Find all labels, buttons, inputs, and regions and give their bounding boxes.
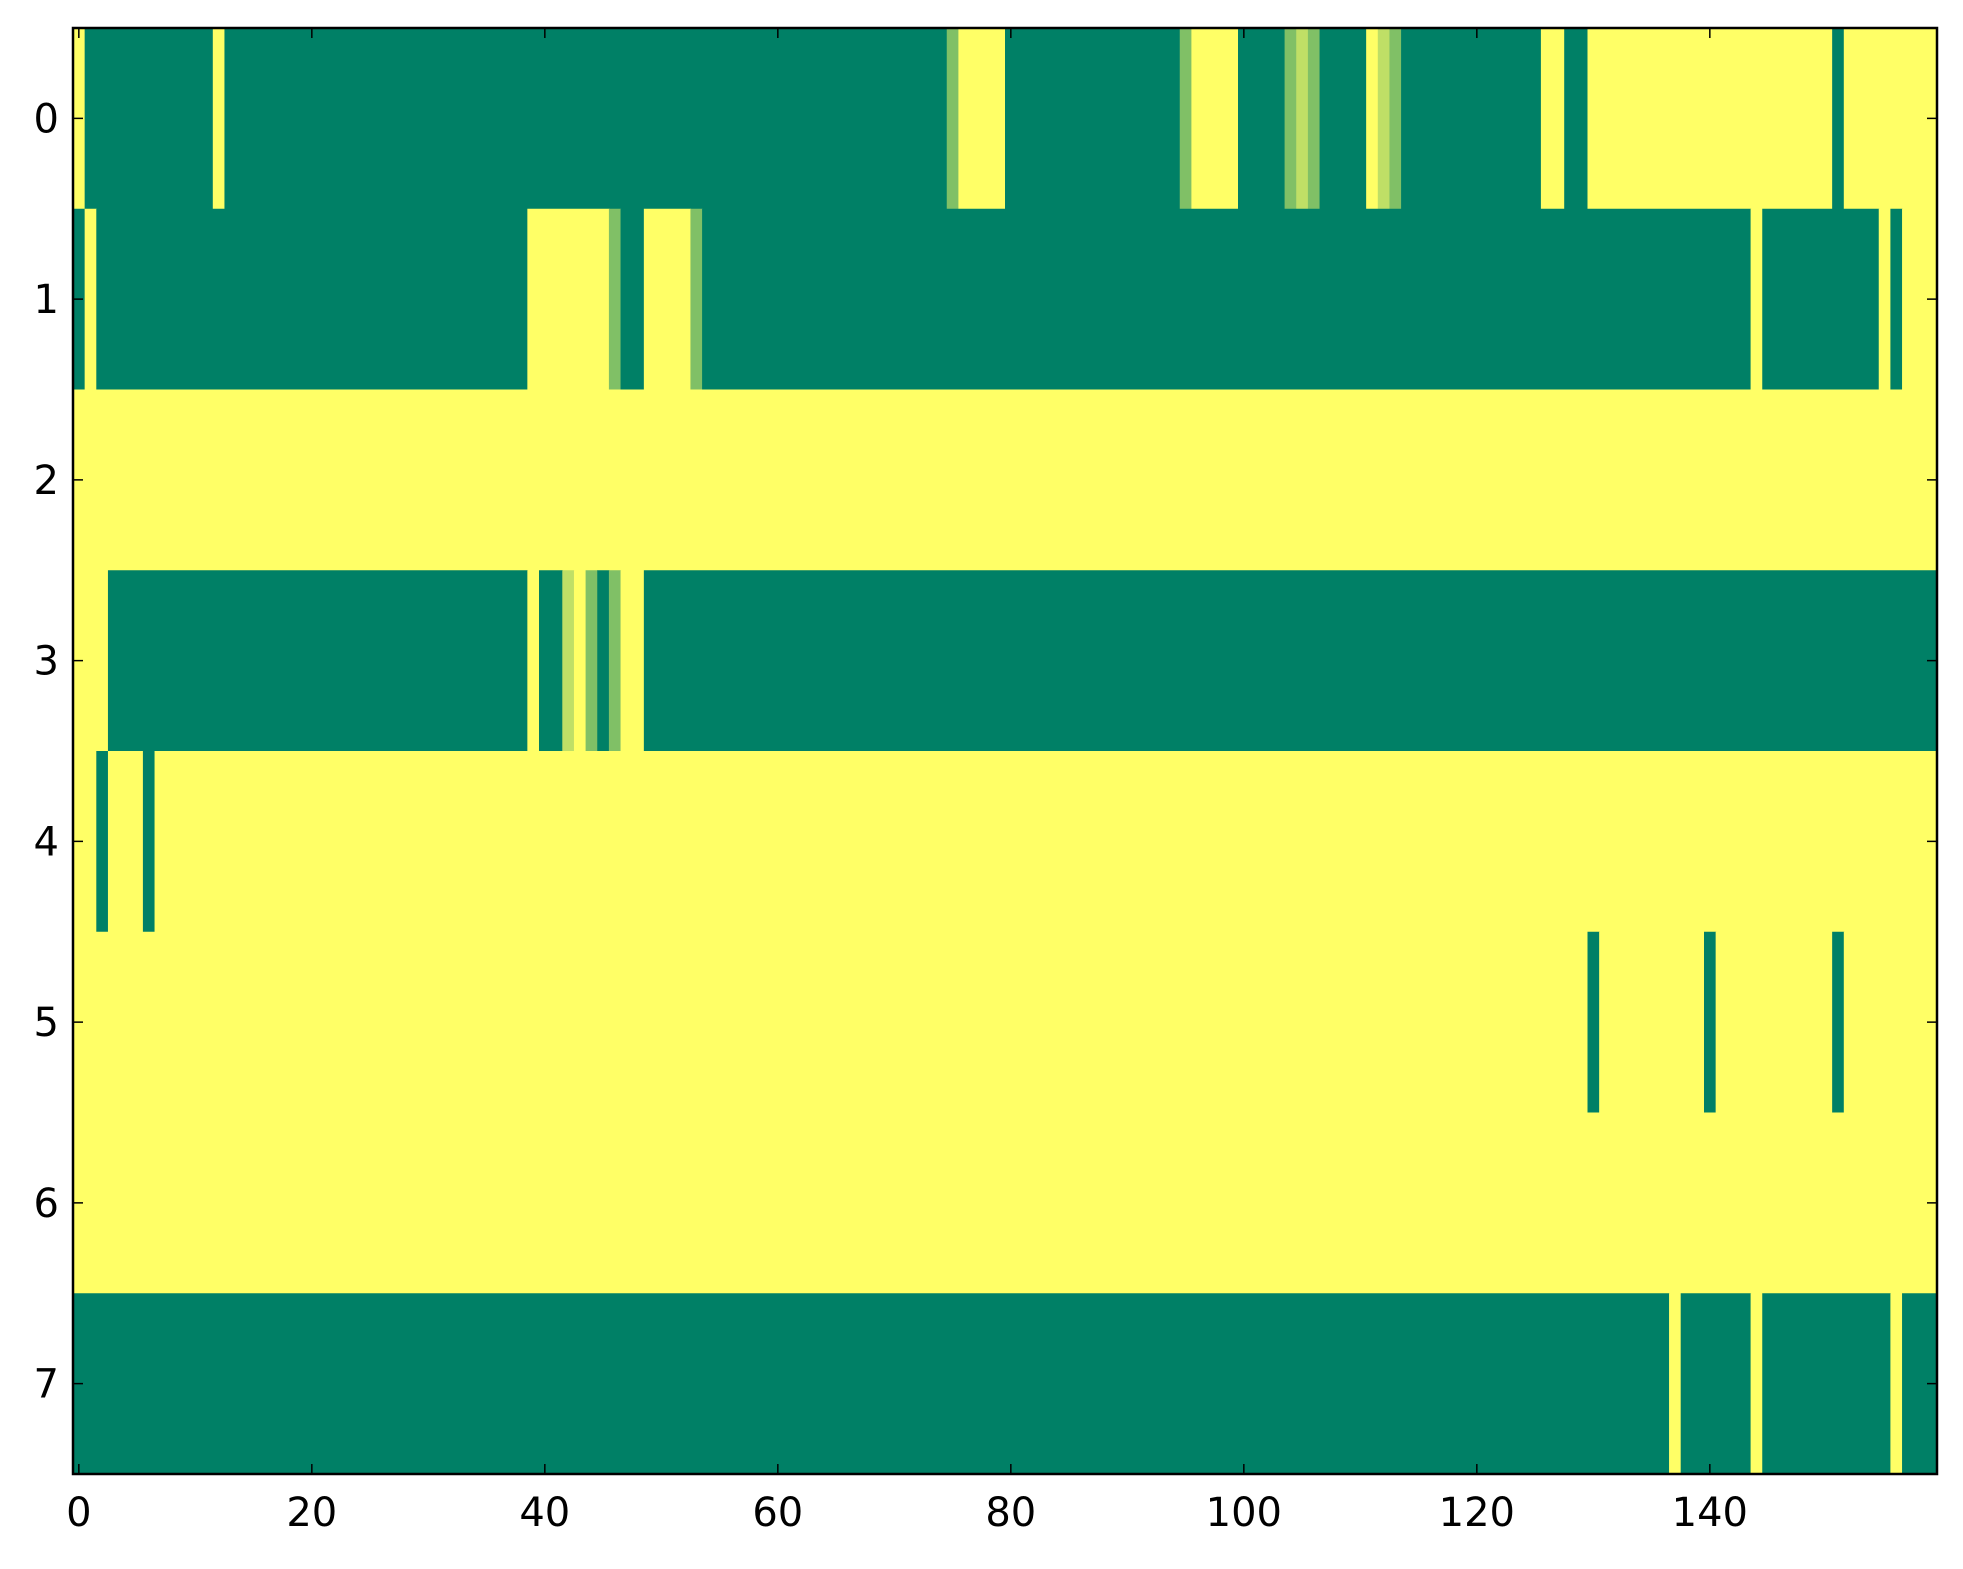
heatmap-cell — [212, 28, 226, 210]
heatmap-cell — [1284, 28, 1297, 210]
x-tick-label: 80 — [985, 1490, 1036, 1536]
heatmap-cell — [946, 28, 959, 210]
heatmap-cell — [1587, 28, 1833, 210]
heatmap-cell — [1890, 1293, 1903, 1475]
heatmap-cell — [73, 1293, 1670, 1475]
y-tick-label: 2 — [34, 458, 59, 504]
heatmap-cell — [690, 208, 703, 391]
heatmap-cell — [1564, 28, 1589, 210]
heatmap-cell — [1750, 1293, 1763, 1475]
heatmap-cell — [539, 570, 563, 752]
heatmap-cell — [1715, 931, 1833, 1114]
heatmap-cell — [1005, 28, 1181, 210]
y-tick-label: 4 — [34, 819, 59, 865]
heatmap-cell — [1843, 28, 1938, 210]
x-tick-label: 100 — [1206, 1490, 1282, 1536]
heatmap-cell — [527, 570, 540, 752]
heatmap-cell — [1179, 28, 1192, 210]
x-tick-label: 40 — [519, 1490, 570, 1536]
heatmap-cell — [73, 751, 97, 933]
heatmap-cell — [702, 208, 1752, 391]
y-tick-labels: 0 1 2 3 4 5 6 7 — [34, 96, 59, 1407]
heatmap-cell — [84, 28, 214, 210]
y-tick-label: 3 — [34, 639, 59, 685]
heatmap-cell — [620, 208, 645, 391]
heatmap-cell — [1238, 28, 1286, 210]
heatmap-cell — [643, 208, 692, 391]
y-tick-label: 7 — [34, 1362, 59, 1408]
heatmap-cell — [1366, 28, 1379, 210]
heatmap-cell — [585, 570, 598, 752]
heatmap-cell — [1750, 208, 1763, 391]
heatmap-cell — [620, 570, 645, 752]
heatmap-cell — [597, 570, 610, 752]
heatmap-cell — [958, 28, 1006, 210]
y-tick-label: 1 — [34, 277, 59, 323]
heatmap-cell — [527, 208, 610, 391]
heatmap-cell — [154, 751, 1938, 933]
heatmap-cell — [84, 208, 97, 391]
heatmap-cell — [1319, 28, 1367, 210]
heatmap-cell — [73, 1112, 1938, 1294]
x-tick-labels: 0 20 40 60 80 100 120 140 — [66, 1490, 1748, 1536]
heatmap-cell — [107, 570, 528, 752]
heatmap-cell — [1401, 28, 1542, 210]
heatmap-cell — [1296, 28, 1309, 210]
heatmap-cell — [1878, 208, 1891, 391]
axis-ticks — [73, 28, 1937, 1474]
x-tick-label: 0 — [66, 1490, 91, 1536]
y-tick-label: 5 — [34, 1000, 59, 1046]
heatmap-cell — [1762, 1293, 1891, 1475]
heatmap-cell — [1307, 28, 1321, 210]
heatmap-cell — [1191, 28, 1239, 210]
heatmap-cell — [96, 751, 109, 933]
heatmap-cell — [1587, 931, 1600, 1114]
heatmap-cell — [1599, 931, 1705, 1114]
y-tick-label: 0 — [34, 96, 59, 142]
heatmap-cell — [1377, 28, 1391, 210]
heatmap-cell — [1704, 931, 1717, 1114]
x-tick-label: 60 — [752, 1490, 803, 1536]
plot-frame — [71, 26, 1939, 1476]
heatmap-cell — [73, 389, 1938, 571]
heatmap-cell — [1389, 28, 1402, 210]
heatmap-cell — [1762, 208, 1880, 391]
heatmap-cell — [643, 570, 1938, 752]
heatmap-cell — [1669, 1293, 1682, 1475]
heatmap-cell — [562, 570, 575, 752]
heatmap-cell — [1680, 1293, 1752, 1475]
heatmap-cells — [73, 28, 1938, 1475]
x-tick-label: 120 — [1439, 1490, 1515, 1536]
x-tick-label: 140 — [1672, 1490, 1748, 1536]
heatmap-cell — [608, 570, 622, 752]
heatmap-cell — [573, 570, 587, 752]
x-tick-label: 20 — [286, 1490, 337, 1536]
heatmap-cell — [1843, 931, 1938, 1114]
heatmap-cell — [224, 28, 948, 210]
heatmap-cell — [1540, 28, 1565, 210]
heatmap-cell — [142, 751, 156, 933]
heatmap-cell — [1832, 931, 1845, 1114]
heatmap-cell — [1832, 28, 1845, 210]
heatmap-cell — [73, 931, 1589, 1114]
heatmap-cell — [608, 208, 622, 391]
heatmap-cell — [107, 751, 144, 933]
y-tick-label: 6 — [34, 1181, 59, 1227]
heatmap-cell — [96, 208, 528, 391]
heatmap-cell — [1890, 208, 1903, 391]
